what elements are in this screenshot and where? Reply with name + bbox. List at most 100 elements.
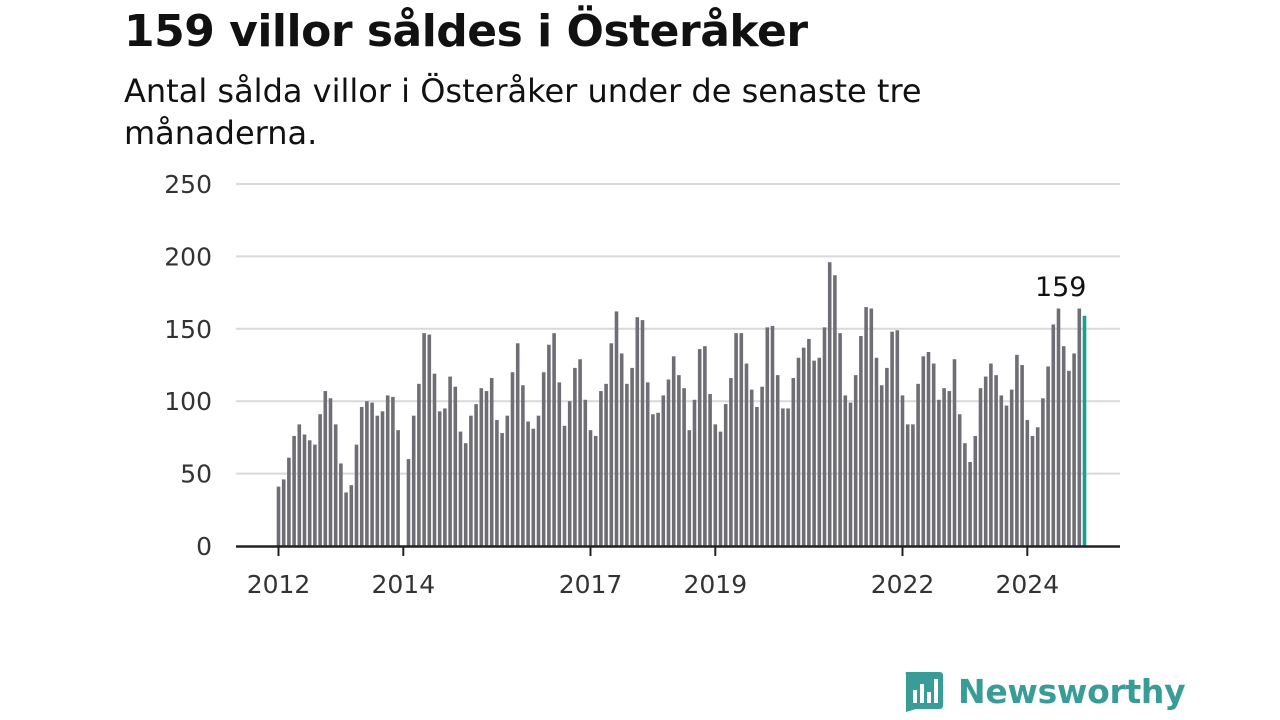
- bar: [989, 363, 993, 546]
- bar: [666, 379, 671, 546]
- bar: [344, 492, 348, 546]
- annotations: 159: [1035, 272, 1087, 303]
- bar: [453, 386, 458, 546]
- bar: [630, 367, 634, 546]
- bar: [333, 424, 338, 546]
- bar: [510, 372, 515, 546]
- bar: [931, 363, 936, 546]
- bar: [526, 421, 530, 546]
- bar: [1046, 366, 1050, 546]
- bar: [739, 333, 744, 546]
- bar: [635, 317, 640, 546]
- bar: [848, 402, 853, 546]
- bar: [417, 383, 421, 546]
- bar: [1041, 398, 1045, 546]
- bar: [375, 415, 380, 546]
- bar: [292, 435, 296, 546]
- bar: [1025, 420, 1030, 546]
- bar: [905, 424, 910, 546]
- x-tick-label: 2019: [683, 570, 747, 599]
- bar: [489, 378, 494, 546]
- y-tick-label: 100: [164, 387, 212, 416]
- bar: [697, 349, 702, 546]
- bar: [422, 333, 426, 546]
- bar: [661, 395, 666, 546]
- bar: [557, 382, 562, 546]
- bar: [744, 363, 749, 546]
- bar: [1020, 365, 1024, 546]
- bar: [838, 333, 842, 546]
- bar: [500, 433, 504, 546]
- bar: [947, 391, 952, 546]
- bar: [567, 401, 572, 546]
- bar: [380, 411, 385, 546]
- bar: [547, 344, 551, 546]
- y-tick-label: 0: [196, 532, 212, 561]
- bar: [604, 383, 608, 546]
- y-tick-label: 150: [164, 315, 212, 344]
- bar: [391, 396, 395, 546]
- bar: [900, 395, 905, 546]
- bar: [599, 391, 603, 546]
- bar: [921, 356, 926, 546]
- bar: [916, 383, 920, 546]
- bar: [1015, 354, 1019, 546]
- bar: [781, 408, 785, 546]
- bar: [827, 262, 832, 546]
- bar: [994, 375, 998, 546]
- bar: [812, 360, 816, 546]
- bar: [406, 459, 411, 546]
- bar: [890, 331, 894, 546]
- bar: [614, 311, 619, 546]
- bar: [765, 327, 770, 546]
- bar: [276, 486, 281, 546]
- bar: [999, 395, 1004, 546]
- bar: [879, 385, 884, 546]
- bar: [1051, 324, 1056, 546]
- bar: [760, 386, 764, 546]
- bar: [359, 406, 364, 546]
- bar: [723, 404, 728, 546]
- bar: [463, 443, 468, 546]
- bar: [978, 388, 983, 546]
- bar: [349, 485, 354, 546]
- bar: [843, 395, 848, 546]
- bar: [495, 420, 499, 546]
- bar: [313, 444, 317, 546]
- bar: [983, 376, 988, 546]
- y-tick-label: 50: [180, 460, 212, 489]
- bar: [625, 383, 629, 546]
- bar: [370, 402, 374, 546]
- bar: [968, 462, 972, 546]
- x-axis-ticks: 2012 2014 2017 2019 2022 2024: [247, 546, 1059, 599]
- bar: [593, 435, 598, 546]
- bar: [609, 343, 614, 546]
- bar: [573, 367, 577, 546]
- grid-lines: [236, 183, 1120, 475]
- bar: [297, 424, 302, 546]
- chart-subtitle: Antal sålda villor i Österåker under de …: [124, 72, 922, 152]
- bar: [895, 330, 900, 546]
- bar: [656, 412, 660, 546]
- x-tick-label: 2022: [871, 570, 935, 599]
- bar: [682, 388, 686, 546]
- bar: [281, 479, 286, 546]
- bar: [552, 333, 556, 546]
- y-axis-ticks: 0 50 100 150 200 250: [164, 170, 212, 561]
- bar: [718, 431, 723, 546]
- bar: [874, 357, 879, 546]
- bar: [833, 275, 837, 546]
- bar: [713, 424, 718, 546]
- bar: [287, 457, 291, 546]
- bar: [911, 424, 915, 546]
- value-label: 159: [1035, 272, 1087, 303]
- bar: [859, 336, 863, 546]
- bar: [937, 399, 941, 546]
- bar: [775, 375, 780, 546]
- bar: [448, 376, 452, 546]
- bar: [807, 338, 811, 546]
- bar: [328, 398, 333, 546]
- bar: [640, 320, 645, 546]
- x-tick-label: 2024: [995, 570, 1059, 599]
- bar: [1035, 427, 1040, 546]
